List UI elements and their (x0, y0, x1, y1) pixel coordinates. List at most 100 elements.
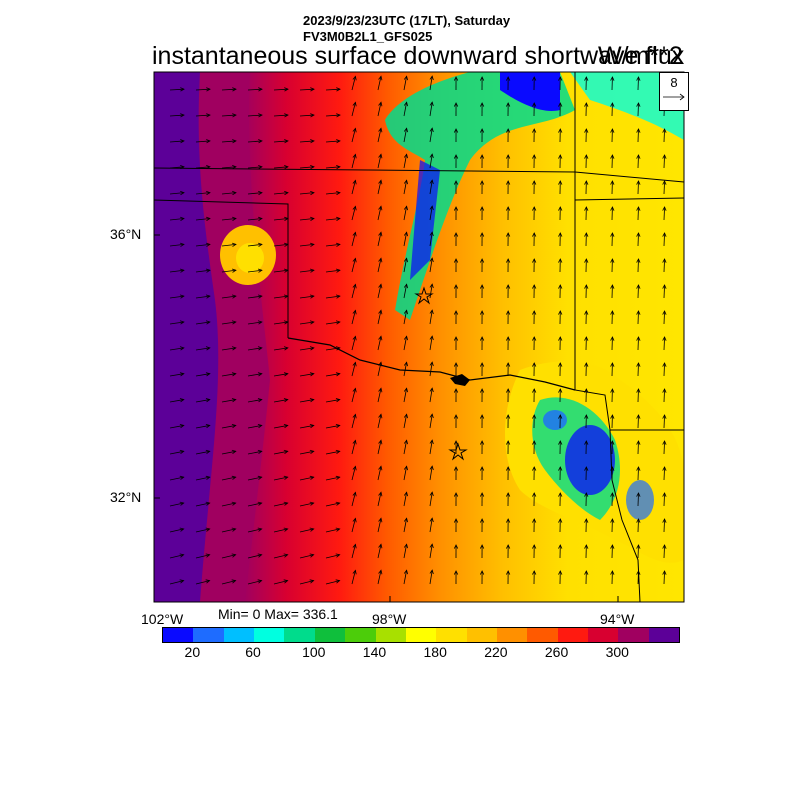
wind-vector-head (352, 231, 357, 237)
wind-vector-head (453, 440, 459, 445)
wind-vector-head (558, 128, 563, 133)
wind-vector-head (532, 310, 537, 315)
wind-vector-head (636, 154, 641, 159)
wind-vector (403, 414, 408, 429)
wind-vector-head (283, 372, 289, 377)
wind-vector (169, 580, 184, 585)
wind-vector (169, 347, 184, 351)
colorbar-tick-label: 180 (423, 644, 447, 660)
wind-vector-head (532, 362, 537, 367)
wind-vector-head (532, 284, 537, 289)
wind-vector-head (403, 335, 409, 341)
wind-vector-head (636, 310, 641, 315)
wind-vector (273, 425, 288, 429)
wind-vector-head (532, 414, 537, 419)
wind-vector-head (532, 102, 537, 107)
wind-vector-head (453, 336, 459, 341)
wind-vector-head (352, 179, 357, 185)
wind-vector-head (257, 320, 263, 325)
wind-vector-head (662, 232, 667, 237)
wind-vector-head (610, 232, 615, 237)
wind-vector (377, 414, 382, 429)
wind-vector-head (662, 570, 667, 575)
wind-vector-head (205, 268, 211, 273)
wind-vector (325, 373, 340, 377)
wind-vector-head (479, 440, 485, 445)
wind-vector-head (283, 553, 289, 558)
wind-vector (325, 425, 340, 429)
wind-vector (195, 140, 210, 143)
wind-vector-head (429, 309, 434, 315)
wind-vector-head (558, 76, 563, 81)
wind-vector-head (532, 544, 537, 549)
wind-vector (325, 528, 340, 533)
wind-vector (403, 492, 408, 507)
colorbar (162, 627, 680, 643)
wind-vector-head (231, 346, 237, 351)
wind-vector-head (558, 102, 563, 107)
wind-vector (351, 102, 356, 117)
wind-vector (351, 180, 356, 195)
wind-vector-head (335, 268, 341, 273)
colorbar-tick-label: 220 (484, 644, 508, 660)
wind-vector-head (257, 527, 263, 532)
wind-vector (169, 88, 185, 91)
wind-vector-head (453, 362, 459, 367)
wind-vector-head (179, 475, 185, 480)
wind-vector-head (558, 440, 563, 445)
wind-vector-head (429, 75, 434, 81)
wind-vector-head (283, 475, 289, 480)
wind-vector (169, 373, 184, 377)
wind-vector-head (636, 388, 641, 393)
wind-vector (429, 232, 433, 247)
wind-vector (429, 206, 433, 221)
wind-vector-head (662, 180, 667, 185)
wind-vector-head (257, 553, 263, 558)
wind-vector (195, 192, 210, 195)
wind-vector (221, 502, 236, 507)
wind-vector-head (205, 553, 211, 558)
wind-vector-head (179, 242, 185, 247)
wind-vector-head (636, 440, 641, 445)
wind-vector-head (479, 310, 485, 315)
wind-vector (351, 544, 356, 559)
wind-vector (195, 321, 210, 325)
wind-vector-head (429, 335, 434, 341)
wind-vector-head (309, 423, 315, 429)
wind-vector (403, 544, 408, 559)
wind-vector-head (231, 501, 237, 506)
wind-vector-head (558, 414, 563, 419)
wind-vector-head (506, 440, 511, 445)
wind-vector (325, 269, 340, 273)
colorbar-swatch (345, 628, 376, 642)
wind-vector-head (610, 570, 615, 575)
wind-vector-head (257, 423, 263, 429)
wind-vector-head (284, 87, 289, 92)
reference-vector-box: 8 (659, 72, 689, 111)
wind-vector-head (352, 257, 357, 263)
wind-vector-head (429, 179, 434, 185)
wind-vector-head (429, 101, 434, 107)
wind-vector-head (232, 113, 237, 118)
wind-vector-head (205, 475, 211, 480)
wind-vector-head (610, 284, 615, 289)
wind-vector (221, 580, 236, 585)
wind-vector-head (310, 139, 315, 144)
wind-vector-head (453, 310, 459, 315)
wind-vector-head (610, 544, 615, 549)
wind-vector (169, 114, 184, 117)
wind-vector-head (558, 544, 563, 549)
wind-vector-head (284, 113, 289, 118)
wind-vector (663, 570, 665, 585)
wind-vector (377, 154, 382, 169)
wind-vector (221, 218, 236, 221)
wind-vector (273, 528, 288, 533)
wind-vector-head (179, 553, 185, 558)
wind-vector-head (283, 320, 289, 325)
wind-vector-head (636, 466, 641, 471)
wind-vector-head (403, 439, 409, 445)
wind-vector-head (636, 492, 641, 497)
wind-vector-head (584, 544, 589, 549)
wind-vector-head (662, 492, 667, 497)
